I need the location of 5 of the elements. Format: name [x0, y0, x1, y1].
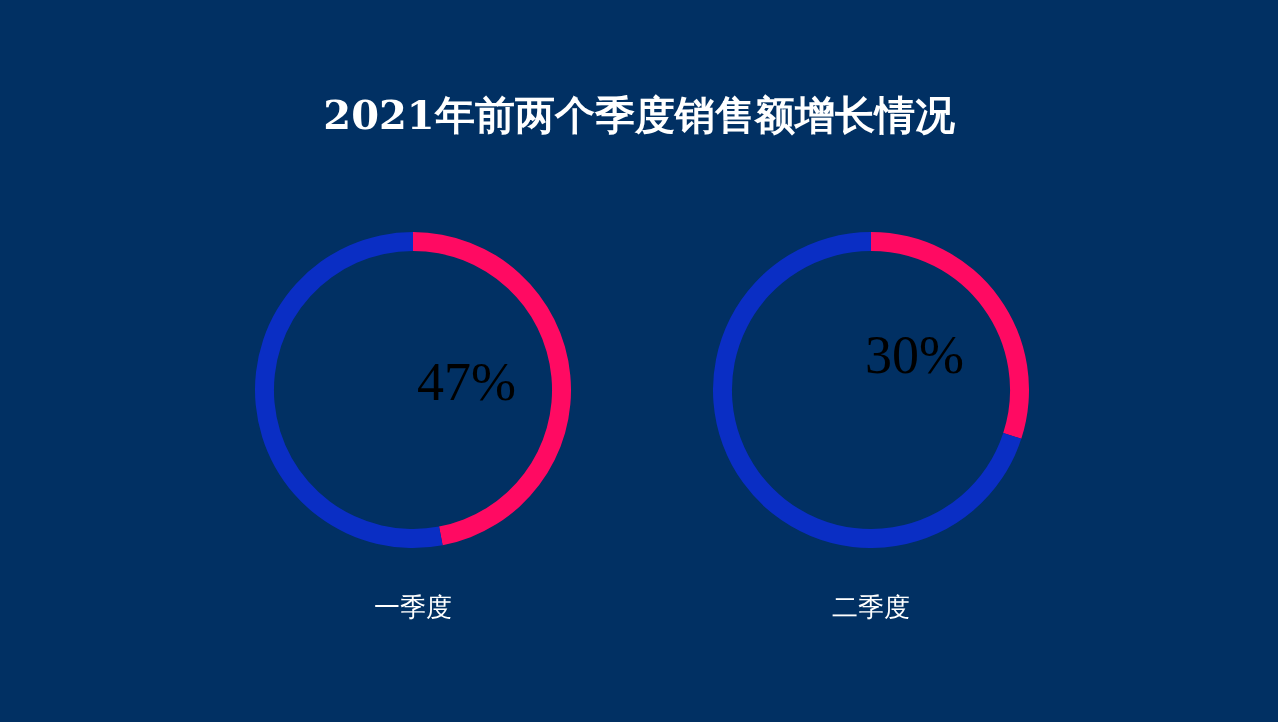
text: 二季度 [831, 591, 911, 624]
data-label: 47% [415, 350, 517, 413]
text: 一季度 [373, 591, 453, 624]
data-label: 30% [863, 324, 965, 387]
chart-title: 2021年前两个季度销售额增长情况 [322, 90, 956, 140]
